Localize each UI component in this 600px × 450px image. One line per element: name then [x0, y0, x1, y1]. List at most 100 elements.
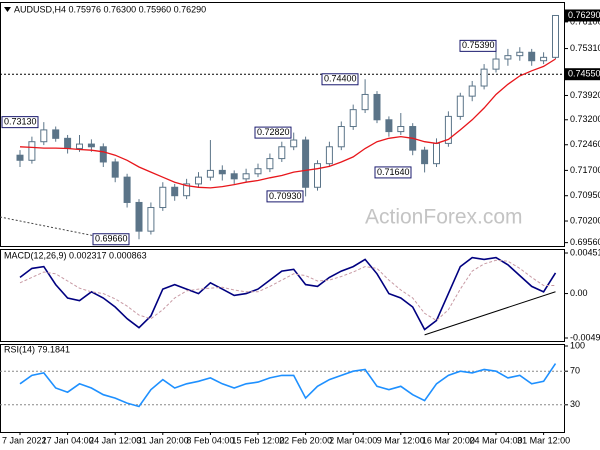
panel-icon: [4, 7, 11, 12]
y-tick-label: 0.004517: [570, 247, 600, 257]
annotation-label: 0.72820: [257, 127, 290, 137]
candle-body: [52, 129, 60, 139]
candle-body: [16, 154, 24, 161]
candle-body: [230, 173, 238, 180]
candle-body: [397, 126, 405, 133]
y-tick-label: 30: [570, 399, 580, 409]
x-tick-label: 8 Feb 04:00: [186, 435, 234, 445]
candle-body: [28, 141, 36, 161]
moving-average: [19, 58, 556, 189]
price-tag-label: 0.76290: [568, 10, 600, 20]
annotation-box: [374, 166, 412, 179]
candle-body: [516, 51, 524, 57]
price-panel: [0, 2, 565, 247]
annotation-label: 0.75390: [462, 40, 495, 50]
annotation-label: 0.73130: [4, 117, 37, 127]
x-tick-label: 22 Feb 20:00: [279, 435, 332, 445]
series-line: [19, 363, 557, 408]
candle-body: [492, 58, 500, 70]
y-tick-label: 0.73920: [570, 90, 600, 100]
candle-body: [159, 186, 167, 209]
x-tick-label: 17 Jan 04:00: [42, 435, 94, 445]
price-tag: [565, 9, 600, 22]
candle-body: [361, 93, 369, 111]
y-tick-label: 0.00: [570, 288, 588, 298]
candle-body: [337, 126, 345, 148]
candle-body: [242, 173, 250, 180]
y-tick-label: 0.70950: [570, 190, 600, 200]
macd-title: MACD(12,26,9) 0.002317 0.000863: [4, 250, 147, 260]
candle-body: [421, 149, 429, 165]
candle-body: [40, 129, 48, 143]
candle-body: [76, 143, 83, 149]
rsi-panel: [0, 344, 565, 433]
candle-body: [218, 169, 226, 175]
candle-body: [433, 142, 440, 165]
candle-body: [528, 51, 536, 62]
x-tick-label: 2 Mar 04:00: [329, 435, 377, 445]
annotation-box: [254, 126, 292, 139]
y-tick-label: 0.69560: [570, 237, 600, 247]
x-tick-label: 7 Jan 2022: [2, 435, 47, 445]
candle-body: [87, 143, 95, 148]
watermark: ActionForex.com: [365, 206, 523, 229]
candle-body: [456, 95, 464, 117]
candle-body: [183, 183, 191, 197]
candle-body: [314, 163, 321, 188]
candle-body: [147, 207, 155, 232]
series-line: [19, 256, 557, 331]
annotation-label: 0.69660: [95, 234, 128, 244]
y-tick-label: 0.71700: [570, 165, 600, 175]
candle-body: [444, 115, 452, 144]
candle-body: [135, 201, 143, 232]
candle-body: [111, 161, 119, 178]
annotation-label: 0.70930: [269, 191, 302, 201]
x-tick-label: 31 Jan 20:00: [137, 435, 189, 445]
y-tick-label: 70: [570, 366, 580, 376]
candle-body: [99, 146, 107, 163]
candle-body: [325, 146, 333, 165]
x-tick-label: 15 Feb 12:00: [231, 435, 284, 445]
y-tick-label: 0.75310: [570, 43, 600, 53]
candle-body: [552, 14, 559, 58]
candle-body: [373, 93, 381, 121]
candle-body: [278, 146, 286, 160]
x-tick-label: 31 Mar 12:00: [517, 435, 570, 445]
candle-body: [504, 55, 512, 60]
candle-body: [540, 56, 548, 62]
candle-body: [171, 186, 179, 197]
macd-panel: [0, 249, 565, 342]
y-tick-label: 0.70200: [570, 215, 600, 225]
candle-body: [64, 137, 72, 149]
candle-body: [206, 169, 214, 178]
price-tag-label: 0.74550: [568, 69, 600, 79]
candle-body: [290, 139, 298, 148]
annotation-label: 0.74400: [324, 74, 357, 84]
y-tick-label: -0.00495: [570, 332, 600, 342]
candle-body: [468, 85, 476, 97]
y-tick-label: 0.72460: [570, 139, 600, 149]
trendline: [424, 291, 556, 336]
old-trendline: [0, 216, 96, 237]
rsi-title: RSI(14) 79.1841: [4, 344, 70, 354]
chart-title: AUDUSD,H4 0.75976 0.76300 0.75960 0.7629…: [14, 4, 206, 14]
candle-body: [266, 158, 274, 170]
annotation-box: [1, 116, 39, 129]
y-tick-label: 0.73200: [570, 114, 600, 124]
annotation-box: [459, 39, 497, 52]
y-tick-label: 100: [570, 340, 585, 350]
candle-body: [302, 139, 310, 188]
x-tick-label: 16 Mar 20:00: [422, 435, 475, 445]
candle-body: [254, 168, 262, 175]
candle-body: [385, 119, 393, 133]
candle-body: [480, 68, 488, 87]
candle-body: [195, 176, 202, 185]
x-tick-label: 24 Jan 12:00: [89, 435, 141, 445]
annotation-box: [92, 233, 130, 246]
candle-body: [349, 109, 357, 128]
price-tag: [565, 68, 600, 81]
x-tick-label: 9 Mar 12:00: [377, 435, 425, 445]
annotation-box: [266, 190, 304, 203]
x-tick-label: 24 Mar 04:00: [469, 435, 522, 445]
